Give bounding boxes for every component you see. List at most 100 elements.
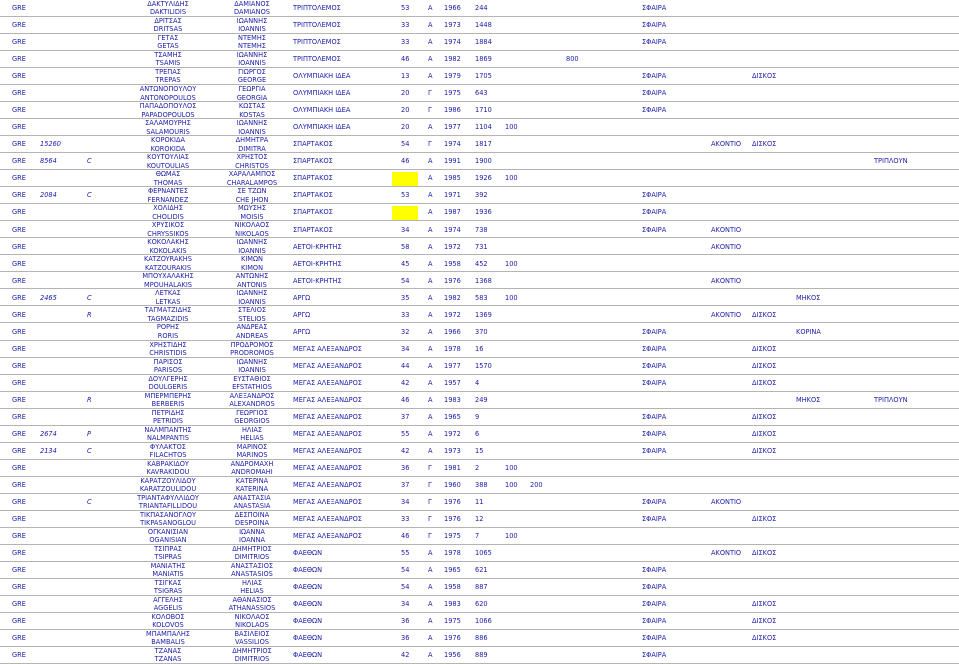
year-cell: 1966 xyxy=(444,4,461,13)
country-cell: GRE xyxy=(12,157,26,166)
club-cell: ΦΑΕΘΩΝ xyxy=(293,634,323,643)
id-cell: 643 xyxy=(475,89,488,98)
year-cell: 1976 xyxy=(444,514,461,523)
event-100-cell: 100 xyxy=(505,531,518,540)
firstname-greek-cell: ΙΩΑΝΝΗΣ xyxy=(236,51,268,60)
firstname-latin-cell: IOANNIS xyxy=(238,127,266,136)
group-cell: A xyxy=(428,225,433,234)
event-discus-cell: ΔΙΣΚΟΣ xyxy=(752,446,777,455)
age-cell: 54 xyxy=(401,140,410,149)
club-cell: ΜΕΓΑΣ ΑΛΕΞΑΝΔΡΟΣ xyxy=(293,361,362,370)
country-cell: GRE xyxy=(12,259,26,268)
country-cell: GRE xyxy=(12,514,26,523)
firstname-latin-cell: VASSILIOS xyxy=(235,638,269,647)
code-cell: 8564 xyxy=(40,157,57,166)
year-cell: 1977 xyxy=(444,123,461,132)
age-cell: 34 xyxy=(401,225,410,234)
surname-latin-cell: SALAMOURIS xyxy=(146,127,190,136)
surname-latin-cell: TSAMIS xyxy=(155,59,181,68)
surname-latin-cell: NALMPANTIS xyxy=(147,434,189,443)
country-cell: GRE xyxy=(12,72,26,81)
event-shot-put-cell: ΣΦΑΙΡΑ xyxy=(642,106,667,115)
age-cell: 32 xyxy=(401,327,410,336)
year-cell: 1973 xyxy=(444,446,461,455)
club-cell: ΣΠΑΡΤΑΚΟΣ xyxy=(293,191,333,200)
id-cell: 370 xyxy=(475,327,488,336)
id-cell: 1066 xyxy=(475,617,492,626)
event-javelin-cell: ΑΚΟΝΤΙΟ xyxy=(711,497,742,506)
age-cell: 36 xyxy=(401,617,410,626)
firstname-latin-cell: NIKOLAOS xyxy=(235,621,269,630)
country-cell: GRE xyxy=(12,191,26,200)
year-cell: 1991 xyxy=(444,157,461,166)
surname-greek-cell: ΘΩΜΑΣ xyxy=(155,170,181,179)
firstname-greek-cell: ΑΛΕΞΑΝΔΡΟΣ xyxy=(229,391,275,400)
firstname-greek-cell: ΧΡΗΣΤΟΣ xyxy=(236,153,268,162)
country-cell: GRE xyxy=(12,429,26,438)
table-row: GRE C ΤΡΙΑΝΤΑΦΥΛΛΙΔΟΥ TRIANTAFILLIDOU ΑΝΑΣΤΑ… xyxy=(0,494,959,511)
firstname-latin-cell: CHRISTOS xyxy=(235,161,269,170)
surname-latin-cell: DOULGERIS xyxy=(148,382,188,391)
age-cell: 35 xyxy=(401,293,410,302)
id-cell: 249 xyxy=(475,395,488,404)
year-cell: 1976 xyxy=(444,634,461,643)
id-cell: 9 xyxy=(475,412,480,421)
year-cell: 1960 xyxy=(444,480,461,489)
firstname-greek-cell: ΚΑΤΕΡΙΝΑ xyxy=(235,476,269,485)
id-cell: 1926 xyxy=(475,174,492,183)
group-cell: A xyxy=(428,429,433,438)
table-row: GRE ΜΠΑΜΠΑΛΗΣ BAMBALIS ΒΑΣΙΛΕΙΟΣ VASSILIOS ΦΑ… xyxy=(0,630,959,647)
surname-greek-cell: ΜΑΝΙΑΤΗΣ xyxy=(150,561,186,570)
surname-greek-cell: ΤΣΑΜΗΣ xyxy=(154,51,182,60)
group-cell: A xyxy=(428,293,433,302)
surname-latin-cell: KATZOURAKIS xyxy=(144,263,192,272)
table-row: GRE ΚΑΒΡΑΚΙΔΟΥ KAVRAKIDOU ΑΝΔΡΟΜΑΧΗ ANDROMAH… xyxy=(0,460,959,477)
event-long-jump-cell: ΜΗΚΟΣ xyxy=(796,293,821,302)
firstname-greek-cell: ΓΙΩΡΓΟΣ xyxy=(238,68,266,77)
group-cell: A xyxy=(428,208,433,217)
firstname-greek-cell: ΙΩΑΝΝΗΣ xyxy=(236,17,268,26)
surname-latin-cell: PETRIDIS xyxy=(153,417,183,425)
surname-latin-cell: TZANAS xyxy=(154,655,182,664)
group-cell: A xyxy=(428,4,433,13)
category-cell: P xyxy=(87,429,91,438)
table-row: GRE ΚΟΛΟΒΟΣ KOLOVOS ΝΙΚΟΛΑΟΣ NIKOLAOS ΦΑΕΘΩΝ 3… xyxy=(0,613,959,630)
group-cell: A xyxy=(428,395,433,404)
table-row: GRE ΤΣΑΜΗΣ TSAMIS ΙΩΑΝΝΗΣ IOANNIS ΤΡΙΠΤΟΛΕΜΟΣ… xyxy=(0,51,959,69)
club-cell: ΜΕΓΑΣ ΑΛΕΞΑΝΔΡΟΣ xyxy=(293,412,362,421)
surname-greek-cell: KATZOYRAKHS xyxy=(144,255,192,264)
surname-greek-cell: ΧΟΛΙΔΗΣ xyxy=(153,204,183,213)
firstname-greek-cell: ΔΕΣΠΟΙΝΑ xyxy=(234,510,270,519)
country-cell: GRE xyxy=(12,651,26,660)
club-cell: ΤΡΙΠΤΟΛΕΜΟΣ xyxy=(293,4,341,13)
age-cell: 20 xyxy=(401,123,410,132)
category-cell: C xyxy=(87,157,92,166)
firstname-greek-cell: ΙΩΑΝΝΗΣ xyxy=(236,238,268,247)
event-discus-cell: ΔΙΣΚΟΣ xyxy=(752,412,777,421)
event-shot-put-cell: ΣΦΑΙΡΑ xyxy=(642,651,667,660)
club-cell: ΤΡΙΠΤΟΛΕΜΟΣ xyxy=(293,21,341,30)
year-cell: 1976 xyxy=(444,497,461,506)
event-long-jump-cell: ΚΟΡΙΝΑ xyxy=(796,327,821,336)
surname-greek-cell: ΣΑΛΑΜΟΥΡΗΣ xyxy=(145,119,191,128)
age-cell: 37 xyxy=(401,480,410,489)
event-discus-cell: ΔΙΣΚΟΣ xyxy=(752,634,777,643)
code-cell: 2674 xyxy=(40,429,57,438)
club-cell: ΜΕΓΑΣ ΑΛΕΞΑΝΔΡΟΣ xyxy=(293,344,362,353)
table-row: GRE 2084 C ΦΕΡΝΑΝΤΕΣ FERNANDEZ ΣΕ ΤΖΩΝ CHE JHO… xyxy=(0,187,959,205)
club-cell: ΑΡΓΩ xyxy=(293,293,311,302)
category-cell: R xyxy=(87,395,92,404)
surname-greek-cell: ΧΡΥΣΙΚΟΣ xyxy=(151,221,185,230)
surname-greek-cell: ΑΝΤΩΝΟΠΟΥΛΟΥ xyxy=(139,85,197,94)
age-cell: 46 xyxy=(401,395,410,404)
firstname-latin-cell: DIMITRA xyxy=(238,144,266,153)
country-cell: GRE xyxy=(12,89,26,98)
country-cell: GRE xyxy=(12,531,26,540)
country-cell: GRE xyxy=(12,412,26,421)
age-cell: 42 xyxy=(401,446,410,455)
year-cell: 1973 xyxy=(444,21,461,30)
year-cell: 1966 xyxy=(444,327,461,336)
firstname-latin-cell: DESPOINA xyxy=(235,519,269,528)
surname-latin-cell: TSIGRAS xyxy=(153,587,183,596)
group-cell: A xyxy=(428,191,433,200)
